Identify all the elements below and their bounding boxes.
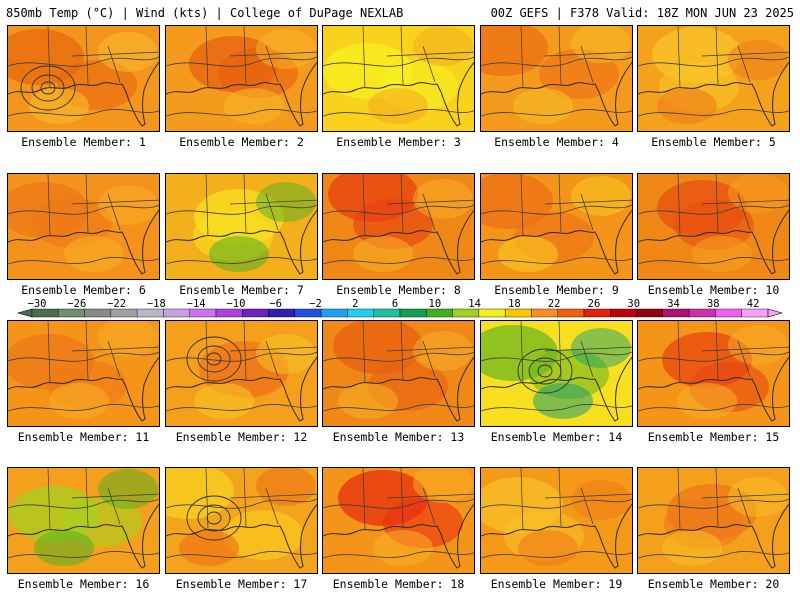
- colorbar-tick-label: 38: [706, 298, 720, 310]
- ensemble-panel-6: [7, 173, 160, 280]
- colorbar-tick-label: −18: [146, 298, 166, 310]
- colorbar-segment: [268, 308, 296, 318]
- colorbar-segment: [58, 308, 85, 318]
- colorbar-segment: [189, 308, 217, 318]
- ensemble-panel-18: [322, 467, 475, 574]
- colorbar-segment: [320, 308, 348, 318]
- colorbar-segment: [373, 308, 401, 318]
- colorbar-segment: [636, 308, 664, 318]
- ensemble-panel-3: [322, 25, 475, 132]
- colorbar-segment: [399, 308, 427, 318]
- ensemble-panel-14: [480, 320, 633, 427]
- ensemble-member-label: Ensemble Member: 1: [21, 135, 146, 149]
- colorbar-segment: [688, 308, 716, 318]
- colorbar-segment: [478, 308, 506, 318]
- ensemble-panel-8: [322, 173, 475, 280]
- colorbar-segment: [452, 308, 480, 318]
- ensemble-panel-1: [7, 25, 160, 132]
- ensemble-panel-5: [637, 25, 790, 132]
- colorbar-segment: [583, 308, 611, 318]
- ensemble-member-label: Ensemble Member: 5: [651, 135, 776, 149]
- ensemble-member-label: Ensemble Member: 8: [336, 283, 461, 297]
- colorbar-segment: [741, 308, 769, 318]
- colorbar-segment: [110, 308, 138, 318]
- ensemble-member-label: Ensemble Member: 4: [494, 135, 619, 149]
- temperature-colorbar: [16, 308, 784, 318]
- ensemble-panel-13: [322, 320, 475, 427]
- colorbar-segment: [31, 308, 59, 318]
- colorbar-tick-label: −10: [226, 298, 246, 310]
- colorbar-right-arrow: [767, 308, 784, 318]
- colorbar-segment: [163, 308, 190, 318]
- ensemble-member-label: Ensemble Member: 9: [494, 283, 619, 297]
- ensemble-panel-19: [480, 467, 633, 574]
- colorbar-left-arrow: [16, 308, 33, 318]
- ensemble-member-label: Ensemble Member: 20: [647, 577, 780, 591]
- ensemble-member-label: Ensemble Member: 16: [17, 577, 150, 591]
- colorbar-segment: [531, 308, 558, 318]
- colorbar-tick-label: 42: [746, 298, 760, 310]
- colorbar-tick-label: −22: [107, 298, 127, 310]
- ensemble-member-label: Ensemble Member: 2: [179, 135, 304, 149]
- colorbar-tick-label: −30: [27, 298, 47, 310]
- ensemble-panel-12: [165, 320, 318, 427]
- colorbar-tick-label: 18: [508, 298, 521, 310]
- colorbar-tick-label: −14: [186, 298, 206, 310]
- ensemble-member-label: Ensemble Member: 17: [175, 577, 308, 591]
- colorbar-segment: [242, 308, 269, 318]
- colorbar-segment: [294, 308, 322, 318]
- ensemble-member-label: Ensemble Member: 15: [647, 430, 780, 444]
- colorbar-tick-label: 26: [587, 298, 601, 310]
- ensemble-panel-16: [7, 467, 160, 574]
- ensemble-panel-20: [637, 467, 790, 574]
- chart-title: 850mb Temp (°C) | Wind (kts) | College o…: [6, 6, 404, 20]
- colorbar-tick-label: 10: [428, 298, 442, 310]
- colorbar-tick-label: 22: [547, 298, 561, 310]
- colorbar-tick-label: −2: [309, 298, 322, 310]
- colorbar-tick-label: 2: [352, 298, 359, 310]
- ensemble-member-label: Ensemble Member: 11: [17, 430, 150, 444]
- colorbar-segment: [136, 308, 164, 318]
- ensemble-panel-17: [165, 467, 318, 574]
- ensemble-member-label: Ensemble Member: 14: [490, 430, 623, 444]
- ensemble-member-label: Ensemble Member: 10: [647, 283, 780, 297]
- colorbar-tick-label: 6: [391, 298, 399, 310]
- ensemble-panel-2: [165, 25, 318, 132]
- colorbar-segment: [504, 308, 532, 318]
- model-run-info: 00Z GEFS | F378 Valid: 18Z MON JUN 23 20…: [490, 6, 794, 20]
- ensemble-member-label: Ensemble Member: 19: [490, 577, 623, 591]
- ensemble-panel-11: [7, 320, 160, 427]
- colorbar-tick-label: −6: [269, 298, 283, 310]
- colorbar-segment: [215, 308, 243, 318]
- colorbar-segment: [610, 308, 637, 318]
- colorbar-segment: [715, 308, 742, 318]
- ensemble-panel-4: [480, 25, 633, 132]
- colorbar-segment: [426, 308, 453, 318]
- ensemble-panel-9: [480, 173, 633, 280]
- colorbar-tick-label: −26: [67, 298, 87, 310]
- ensemble-panel-7: [165, 173, 318, 280]
- colorbar-segment: [84, 308, 112, 318]
- ensemble-member-label: Ensemble Member: 6: [21, 283, 146, 297]
- ensemble-member-label: Ensemble Member: 13: [332, 430, 465, 444]
- ensemble-panel-10: [637, 173, 790, 280]
- colorbar-tick-label: 14: [468, 298, 481, 310]
- ensemble-member-label: Ensemble Member: 7: [179, 283, 304, 297]
- colorbar-tick-label: 30: [627, 298, 641, 310]
- ensemble-member-label: Ensemble Member: 3: [336, 135, 461, 149]
- colorbar-segment: [557, 308, 585, 318]
- ensemble-member-label: Ensemble Member: 12: [175, 430, 308, 444]
- ensemble-member-label: Ensemble Member: 18: [332, 577, 465, 591]
- ensemble-panel-15: [637, 320, 790, 427]
- colorbar-segment: [347, 308, 374, 318]
- colorbar-segment: [662, 308, 690, 318]
- colorbar-tick-label: 34: [667, 298, 680, 310]
